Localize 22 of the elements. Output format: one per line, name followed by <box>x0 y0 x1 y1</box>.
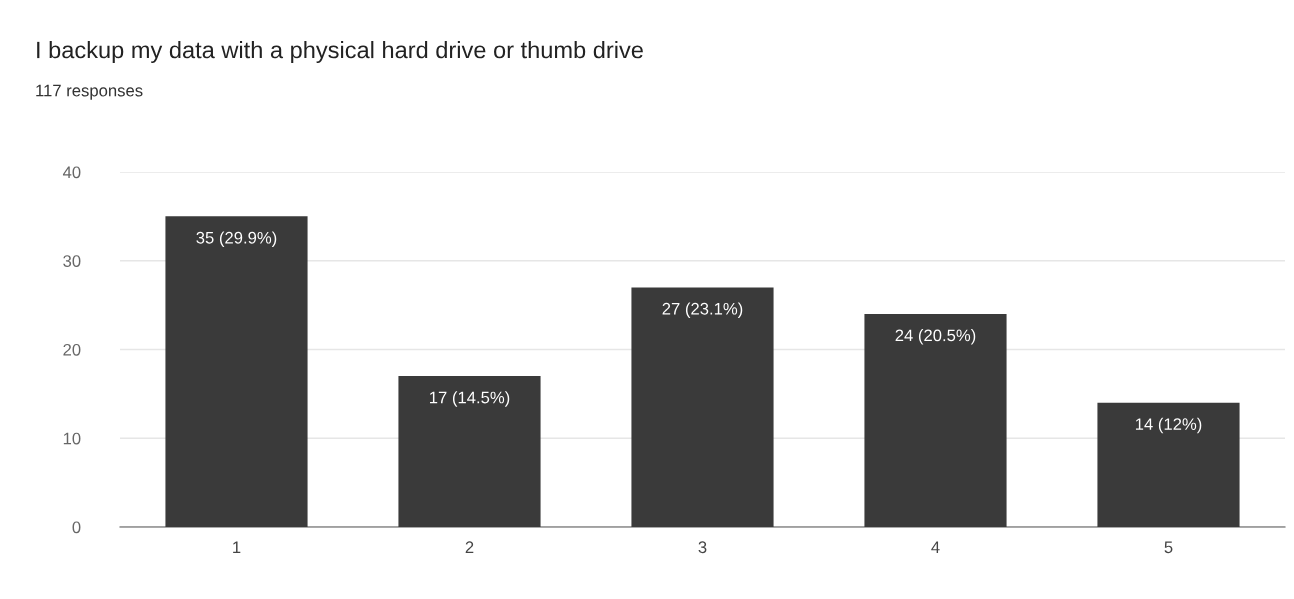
bar <box>631 287 774 527</box>
y-tick-label: 20 <box>63 343 81 356</box>
chart-subtitle: 117 responses <box>36 84 143 100</box>
data-label: 17 (14.5%) <box>430 391 510 407</box>
y-tick-label: 40 <box>62 166 81 179</box>
x-tick-label: 5 <box>1164 541 1173 554</box>
bar <box>1097 402 1240 527</box>
data-label: 27 (23.1%) <box>662 302 743 318</box>
chart-title: I backup my data with a physical hard drive or thumb drive <box>37 41 643 63</box>
x-tick-label: 1 <box>233 541 241 553</box>
bar <box>864 314 1007 527</box>
x-tick-label: 3 <box>698 541 707 554</box>
y-tick-label: 0 <box>72 521 81 534</box>
bar <box>165 216 308 527</box>
bar <box>398 376 541 527</box>
y-tick-label: 30 <box>63 255 81 267</box>
data-label: 35 (29.9%) <box>196 231 277 247</box>
data-label: 24 (20.5%) <box>895 329 976 345</box>
x-tick-label: 2 <box>465 541 474 553</box>
y-tick-label: 10 <box>63 432 81 445</box>
x-tick-label: 4 <box>931 541 940 553</box>
data-label: 14 (12%) <box>1135 417 1202 434</box>
